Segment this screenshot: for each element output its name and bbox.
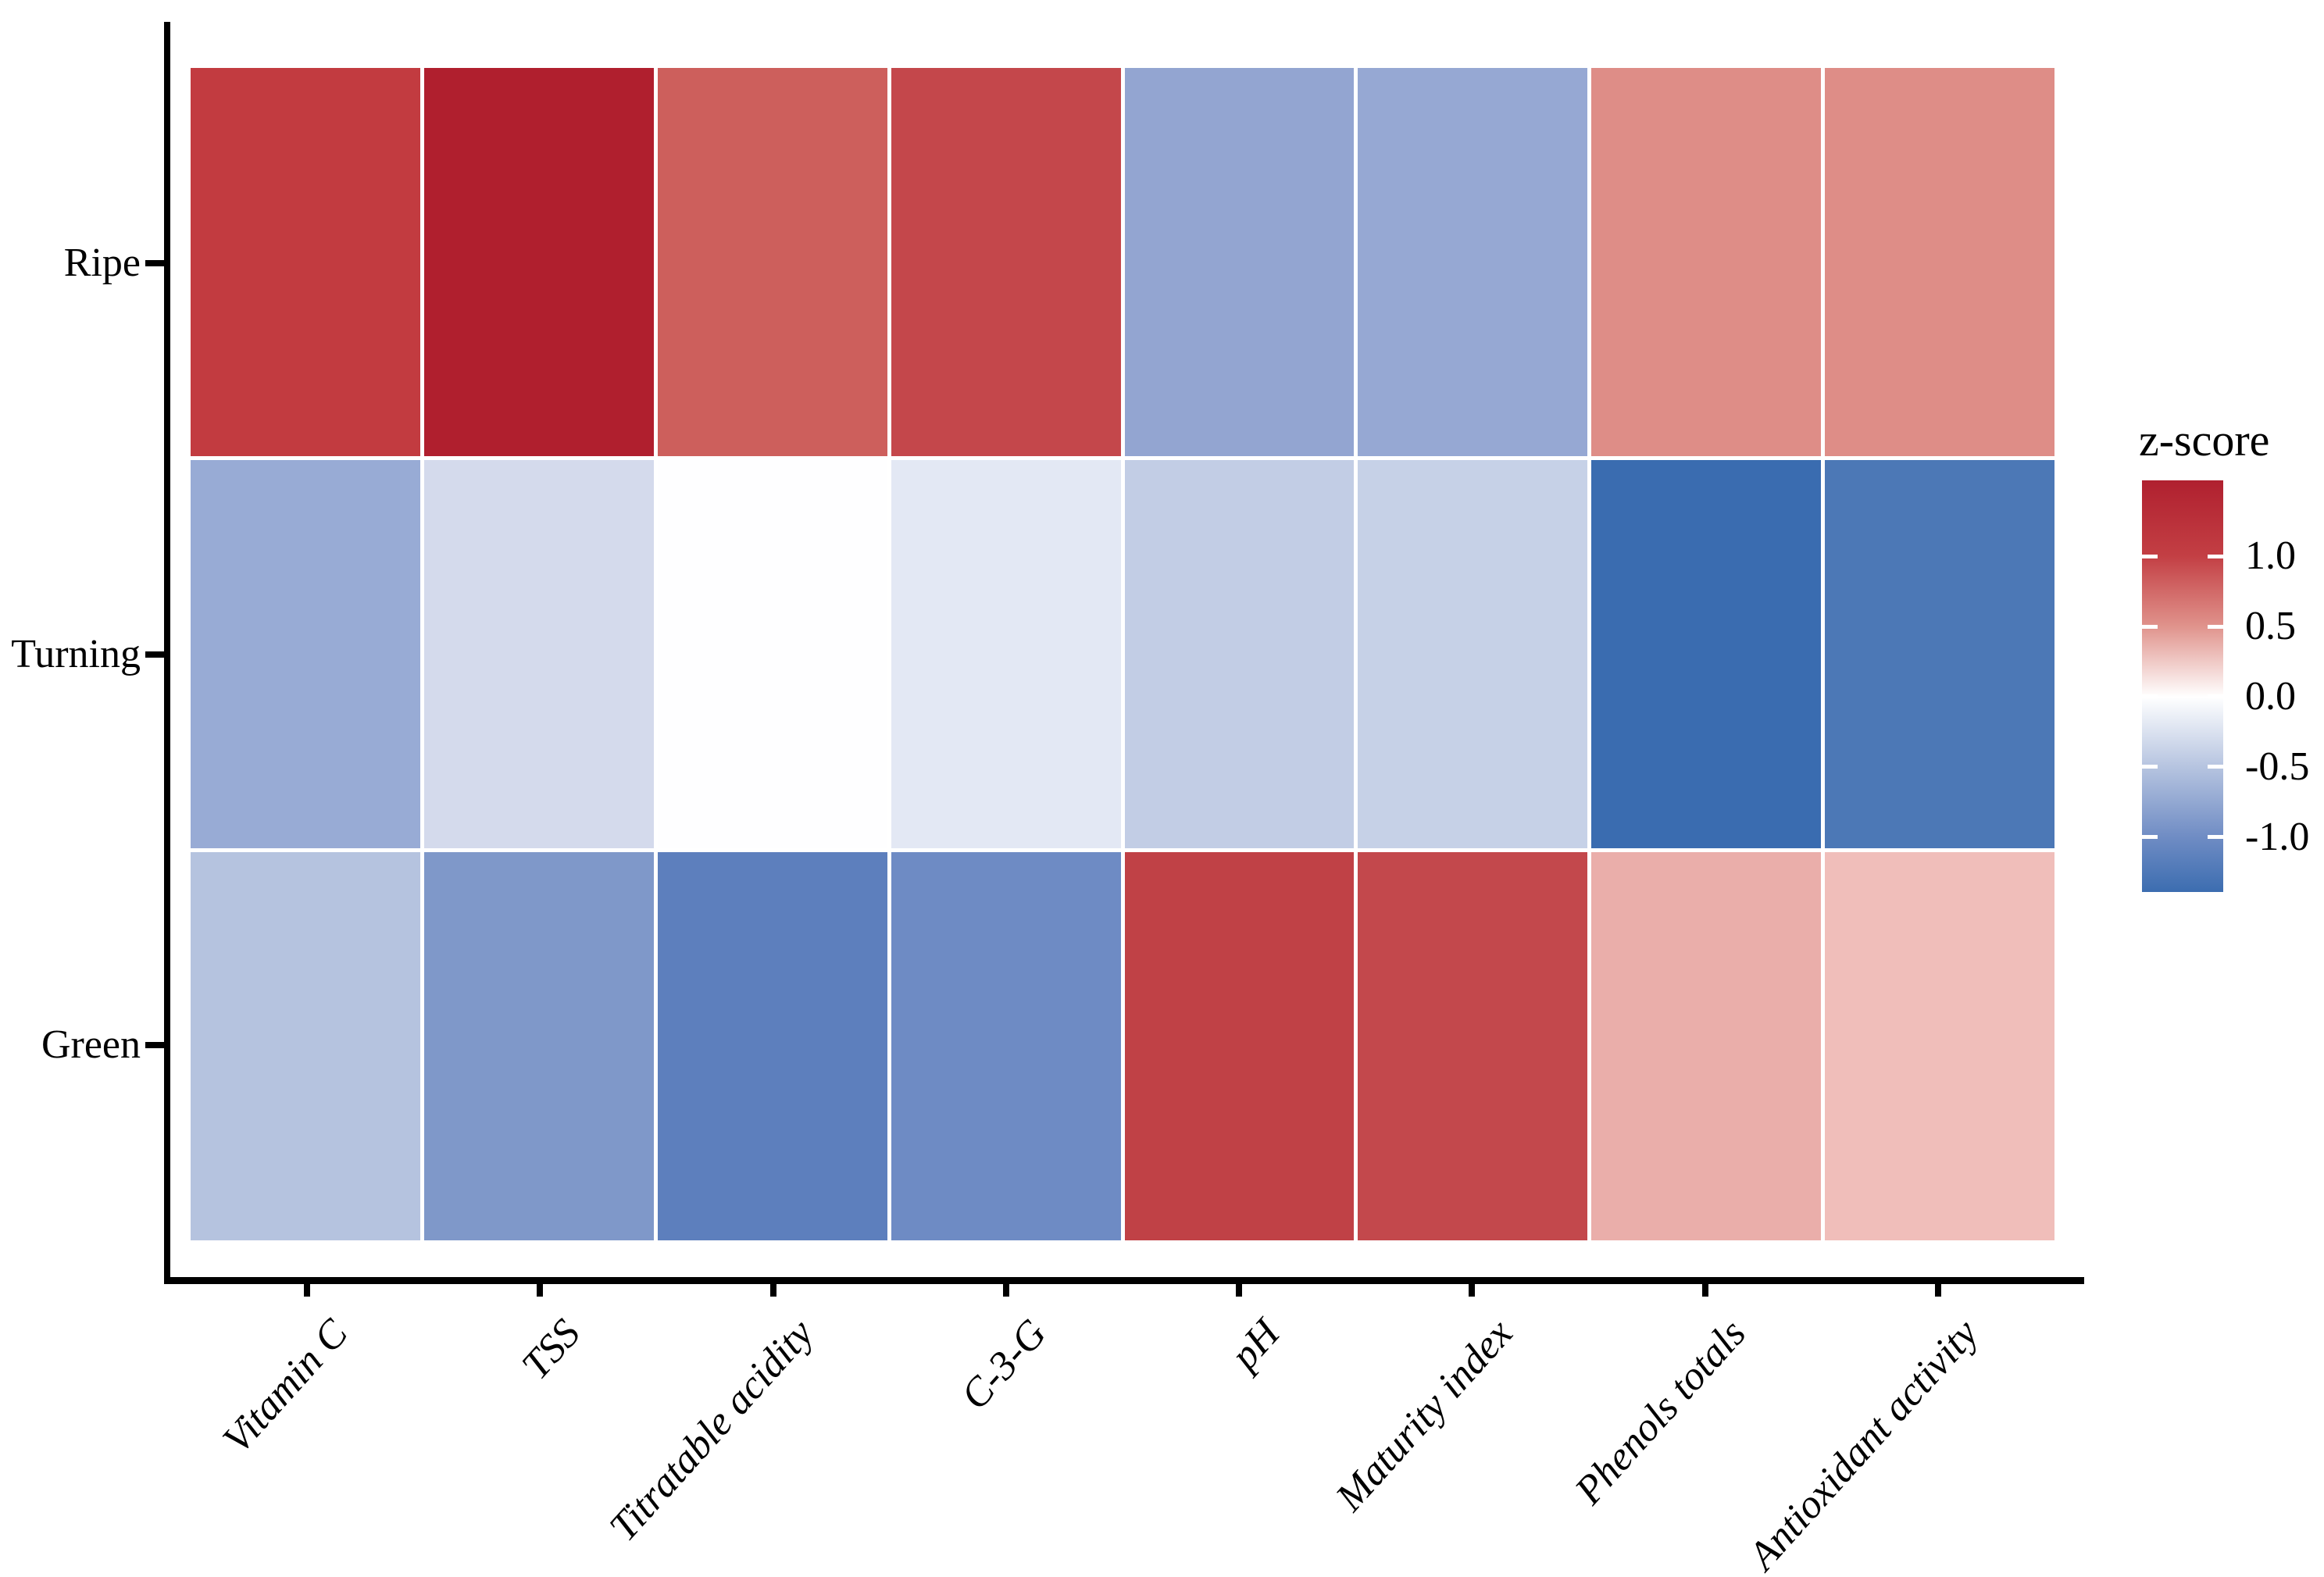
heatmap-cell-green-phenols-totals [1591, 852, 1822, 1240]
legend-bar-tick [2208, 765, 2223, 769]
x-axis-label-titratable-acidity: Titratable acidity [601, 1311, 823, 1550]
x-axis-tick [1236, 1284, 1243, 1297]
heatmap-cell-green-titratable-acidity [657, 852, 887, 1240]
x-axis-tick [1934, 1284, 1941, 1297]
x-axis-tick [769, 1284, 776, 1297]
heatmap-cell-turning-tss [423, 460, 654, 848]
heatmap-cell-green-vitamin-c [191, 852, 420, 1240]
legend-bar-tick [2142, 624, 2158, 629]
legend-tick-label: -0.5 [2245, 744, 2310, 789]
heatmap-grid [191, 68, 2054, 1240]
heatmap-cell-ripe-ph [1124, 68, 1355, 456]
y-axis-tick [145, 651, 164, 658]
heatmap-cell-turning-phenols-totals [1591, 460, 1822, 848]
heatmap-cell-turning-maturity-index [1358, 460, 1588, 848]
x-axis-tick [1701, 1284, 1708, 1297]
heatmap-cell-green-c-3-g [891, 852, 1121, 1240]
legend-tick-label: 0.5 [2245, 604, 2296, 649]
heatmap-cell-ripe-maturity-index [1358, 68, 1588, 456]
y-axis-label-green: Green [41, 1022, 141, 1067]
x-axis-tick [1002, 1284, 1009, 1297]
heatmap-cell-ripe-vitamin-c [191, 68, 420, 456]
x-axis-label-antioxidant-activity: Antioxidant activity [1740, 1311, 1987, 1577]
x-axis-label-vitamin-c: Vitamin C [214, 1311, 356, 1462]
legend-bar-tick [2208, 835, 2223, 840]
legend-bar-tick [2142, 694, 2158, 699]
legend-tick-label: -1.0 [2245, 814, 2310, 859]
x-axis-label-maturity-index: Maturity index [1327, 1311, 1522, 1520]
x-axis-label-c-3-g: C-3-G [952, 1311, 1055, 1418]
legend-gradient-bar [2142, 480, 2223, 892]
y-axis-label-turning: Turning [11, 631, 141, 676]
x-axis-line [164, 1277, 2084, 1284]
legend-bar-tick [2142, 765, 2158, 769]
heatmap-cell-ripe-antioxidant-activity [1825, 68, 2054, 456]
legend-bar-tick [2142, 835, 2158, 840]
x-axis-label-phenols-totals: Phenols totals [1566, 1311, 1755, 1513]
y-axis-tick [145, 1041, 164, 1048]
y-axis-line [164, 22, 170, 1283]
heatmap-cell-ripe-tss [423, 68, 654, 456]
heatmap-cell-green-maturity-index [1358, 852, 1588, 1240]
heatmap-cell-turning-antioxidant-activity [1825, 460, 2054, 848]
x-axis-tick [537, 1284, 544, 1297]
legend-bar-tick [2208, 694, 2223, 699]
legend-tick-label: 0.0 [2245, 673, 2296, 719]
heatmap-cell-turning-c-3-g [891, 460, 1121, 848]
y-axis-tick [145, 260, 164, 267]
x-axis-label-tss: TSS [513, 1311, 590, 1388]
heatmap-cell-green-antioxidant-activity [1825, 852, 2054, 1240]
heatmap-cell-ripe-phenols-totals [1591, 68, 1822, 456]
legend-title: z-score [2139, 415, 2270, 466]
heatmap-cell-turning-ph [1124, 460, 1355, 848]
legend-bar-tick [2208, 624, 2223, 629]
heatmap-cell-ripe-c-3-g [891, 68, 1121, 456]
legend-bar-tick [2142, 554, 2158, 558]
heatmap-cell-green-ph [1124, 852, 1355, 1240]
heatmap-cell-turning-titratable-acidity [657, 460, 887, 848]
x-axis-label-ph: pH [1222, 1311, 1288, 1379]
heatmap-cell-turning-vitamin-c [191, 460, 420, 848]
y-axis-label-ripe: Ripe [63, 241, 141, 286]
x-axis-tick [1469, 1284, 1476, 1297]
legend-tick-label: 1.0 [2245, 533, 2296, 579]
legend-bar-tick [2208, 554, 2223, 558]
heatmap-cell-ripe-titratable-acidity [657, 68, 887, 456]
heatmap-cell-green-tss [423, 852, 654, 1240]
x-axis-tick [304, 1284, 311, 1297]
